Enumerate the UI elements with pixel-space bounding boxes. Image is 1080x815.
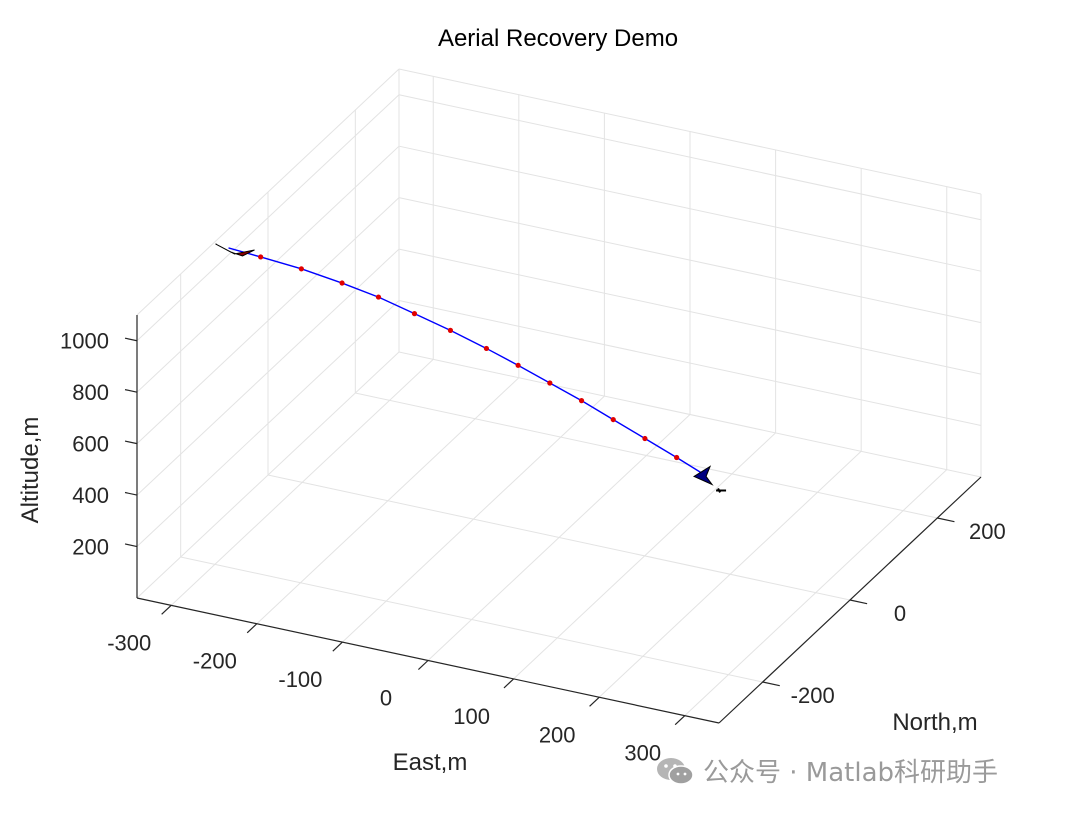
end-aircraft-icon	[693, 465, 714, 486]
x-tick-label: -300	[107, 630, 151, 655]
start-aircraft-icon	[215, 243, 255, 257]
grid-box-edge	[136, 351, 400, 599]
grid-line	[136, 94, 400, 342]
grid-line	[136, 197, 400, 445]
x-tick-label: -100	[278, 667, 322, 692]
grid-line	[136, 300, 400, 547]
trajectory-marker	[339, 280, 345, 286]
z-tick-label: 200	[72, 535, 109, 560]
trajectory-line	[228, 247, 705, 476]
grid-line	[355, 392, 938, 519]
grid-box-edge	[136, 68, 400, 316]
z-axis-label: Altitude,m	[17, 417, 44, 524]
recovery-target-icon	[716, 488, 727, 493]
x-tick	[417, 660, 429, 670]
x-tick-label: 100	[453, 704, 490, 729]
y-tick-label: -200	[791, 683, 835, 708]
y-axis-label: North,m	[892, 709, 977, 736]
y-tick-label: 0	[894, 601, 906, 626]
y-tick	[937, 517, 955, 523]
z-tick-label: 800	[72, 380, 109, 405]
x-tick-label: 0	[380, 686, 392, 711]
z-tick	[124, 440, 138, 445]
z-tick	[124, 389, 138, 393]
y-tick	[849, 599, 868, 605]
y-tick-label: 200	[969, 519, 1006, 544]
trajectory-marker	[578, 398, 585, 404]
z-tick-label: 600	[72, 432, 109, 457]
grid-line	[398, 197, 982, 324]
z-tick	[124, 337, 138, 342]
x-tick-label: -200	[193, 649, 237, 674]
grid-line	[398, 145, 982, 272]
grid-box-edge	[398, 68, 982, 195]
z-tick	[124, 543, 138, 548]
trajectory-marker	[375, 294, 382, 300]
x-tick	[246, 623, 258, 634]
x-tick-label: 300	[624, 741, 661, 766]
grid-lines	[136, 68, 982, 717]
x-tick	[332, 641, 343, 652]
tick-labels: -300 -200 -100 0 100 200 300 -200 0 200 200 400 600 8…	[60, 329, 1006, 766]
z-tick-label: 1000	[60, 329, 109, 354]
trajectory-marker	[411, 311, 418, 317]
grid-line	[267, 474, 851, 601]
x-tick	[503, 678, 514, 689]
grid-line	[398, 300, 982, 427]
x-tick	[589, 696, 600, 707]
grid-line	[180, 556, 763, 683]
trajectory-marker	[547, 380, 553, 386]
watermark-text: 公众号 · Matlab科研助手	[703, 758, 999, 788]
trajectory-marker	[447, 327, 454, 333]
trajectory-layer	[215, 243, 727, 493]
trajectory-marker	[515, 362, 521, 368]
trajectory-marker	[674, 454, 680, 461]
y-tick	[762, 681, 780, 687]
axes-lines	[124, 315, 982, 726]
x-tick-label: 200	[539, 722, 576, 747]
x-tick	[161, 604, 172, 615]
watermark: 公众号 · Matlab科研助手	[655, 752, 998, 789]
z-tick	[124, 491, 138, 496]
grid-box-edge	[398, 351, 982, 478]
trajectory-marker	[258, 254, 264, 260]
grid-line	[398, 248, 982, 375]
axis-labels: East,m North,m Altitude,m	[17, 417, 978, 776]
trajectory-marker	[298, 266, 304, 272]
wechat-icon	[657, 757, 694, 785]
z-tick-label: 400	[72, 483, 109, 508]
chart-title: Aerial Recovery Demo	[437, 25, 679, 52]
trajectory-marker	[483, 345, 490, 352]
grid-line	[136, 248, 400, 496]
trajectory-marker	[642, 435, 648, 442]
trajectory-marker	[610, 416, 616, 423]
x-tick	[674, 715, 686, 726]
x-axis-label: East,m	[393, 749, 468, 776]
grid-line	[136, 145, 400, 393]
grid-line	[398, 94, 982, 221]
